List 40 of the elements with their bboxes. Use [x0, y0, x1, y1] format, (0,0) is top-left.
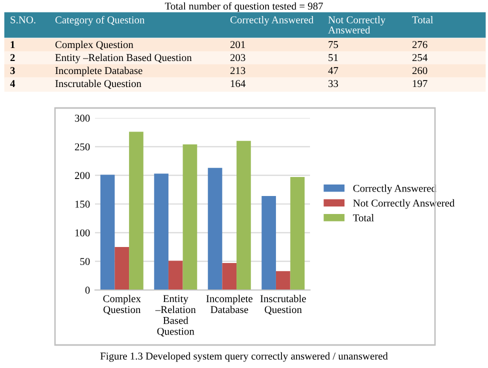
legend-label: Total	[353, 214, 374, 222]
text: Total number of question tested = 987	[164, 2, 323, 12]
text: 47	[328, 67, 338, 74]
text: 75	[328, 41, 338, 48]
text: 203	[230, 54, 246, 62]
category-label: Complex Question	[55, 40, 134, 50]
text: 33	[328, 80, 338, 88]
text: Category of Question	[55, 16, 145, 26]
text: 4	[10, 80, 16, 88]
text: 260	[412, 67, 428, 74]
y-tick-label: 150	[75, 200, 90, 208]
category-label: Inscrutable Question	[55, 80, 142, 89]
text: 2	[10, 54, 15, 62]
text: Total	[412, 16, 434, 24]
x-tick-label: Complex Question	[103, 294, 141, 315]
text: 276	[412, 41, 428, 48]
text: S.NO.	[10, 16, 36, 24]
text: 201	[230, 41, 245, 48]
y-tick-label: 0	[85, 286, 90, 294]
text: Not Correctly Answered	[328, 16, 386, 34]
text: 51	[328, 54, 338, 62]
y-tick-label: 200	[74, 172, 90, 180]
y-tick-label: 300	[75, 114, 90, 122]
category-label: Entity –Relation Based Question	[55, 54, 192, 64]
x-tick-label: Entity –Relation Based Question	[155, 295, 196, 336]
caption: Figure 1.3 Developed system query correctly answered / unanswered	[100, 352, 388, 362]
x-tick-label: Inscrutable Question	[260, 294, 306, 315]
text: 254	[412, 54, 428, 62]
legend-label: Not Correctly Answered	[353, 199, 455, 209]
text: 164	[230, 80, 246, 88]
text: 197	[412, 80, 428, 88]
y-tick-label: 100	[75, 229, 90, 236]
y-tick-label: 50	[80, 258, 90, 266]
x-tick-label: Incomplete Database	[206, 294, 252, 314]
text: 213	[230, 67, 246, 74]
text: 1	[10, 41, 15, 48]
text: 3	[10, 67, 15, 74]
y-tick-label: 250	[74, 143, 90, 150]
category-label: Incomplete Database	[55, 66, 142, 76]
text: Correctly Answered	[230, 16, 314, 26]
